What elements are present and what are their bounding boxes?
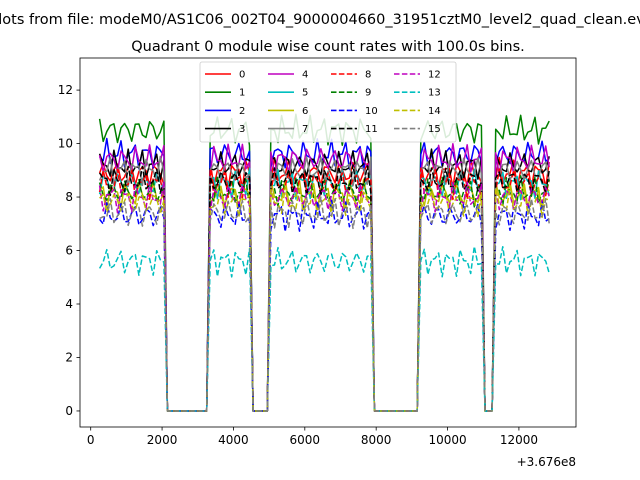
legend-label-2: 2: [239, 106, 245, 117]
legend-label-1: 1: [239, 88, 245, 99]
y-tick-label: 0: [65, 404, 73, 418]
x-axis-offset-label: +3.676e8: [517, 455, 576, 469]
x-tick-label: 0: [87, 433, 95, 447]
figure-suptitle: Plots from file: modeM0/AS1C06_002T04_90…: [0, 12, 640, 28]
legend-label-10: 10: [365, 106, 378, 117]
series-line-12: [98, 180, 550, 412]
x-tick-label: 12000: [500, 433, 538, 447]
legend-box: [199, 61, 457, 143]
series-line-15: [99, 196, 550, 412]
x-tick-label: 8000: [361, 433, 392, 447]
x-tick-label: 6000: [290, 433, 321, 447]
y-tick-label: 4: [65, 297, 73, 311]
legend-label-9: 9: [365, 88, 371, 99]
y-tick-label: 2: [65, 350, 73, 364]
chart-title: Quadrant 0 module wise count rates with …: [131, 39, 525, 55]
x-tick-label: 4000: [218, 433, 249, 447]
legend-label-15: 15: [428, 124, 441, 135]
x-tick-label: 2000: [147, 433, 178, 447]
series-layer: [98, 113, 550, 412]
x-tick-label: 10000: [428, 433, 466, 447]
legend-label-4: 4: [302, 70, 308, 81]
legend-label-14: 14: [428, 106, 441, 117]
y-tick-label: 6: [65, 244, 73, 258]
y-tick-label: 8: [65, 190, 73, 204]
legend-label-11: 11: [365, 124, 378, 135]
series-line-13: [98, 245, 550, 412]
legend-label-0: 0: [239, 70, 245, 81]
legend-label-3: 3: [239, 124, 245, 135]
legend-label-13: 13: [428, 88, 441, 99]
y-tick-label: 10: [58, 137, 73, 151]
legend-label-5: 5: [302, 88, 308, 99]
plot-frame: [79, 57, 577, 428]
legend-label-8: 8: [365, 70, 371, 81]
legend-label-12: 12: [428, 70, 441, 81]
y-tick-label: 12: [58, 83, 73, 97]
legend-label-6: 6: [302, 106, 308, 117]
legend-label-7: 7: [302, 124, 308, 135]
